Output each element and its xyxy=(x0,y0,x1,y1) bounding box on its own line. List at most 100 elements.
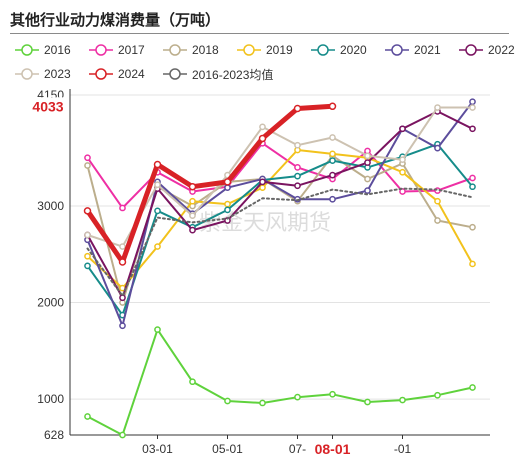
legend-item-2019[interactable]: 2019 xyxy=(236,42,293,58)
data-point-2024 xyxy=(258,134,267,143)
data-point-2019 xyxy=(224,200,231,208)
series-line-2023 xyxy=(86,106,474,248)
data-point-2019 xyxy=(189,197,196,205)
y-tick-label: 628 xyxy=(44,428,64,442)
legend-label: 2017 xyxy=(118,43,145,57)
data-point-2020 xyxy=(154,207,161,215)
x-tick-label: 05-01 xyxy=(212,442,243,456)
data-point-2016 xyxy=(469,384,476,391)
data-point-2024 xyxy=(188,182,197,191)
data-point-2019 xyxy=(259,184,266,192)
data-point-2016 xyxy=(189,378,196,386)
legend-item-2024[interactable]: 2024 xyxy=(88,66,145,82)
data-point-2017 xyxy=(294,164,301,171)
data-point-2021 xyxy=(224,184,231,192)
y-tick-label: 2000 xyxy=(37,296,64,310)
data-point-2023 xyxy=(434,104,441,111)
series-line-2024 xyxy=(85,103,335,265)
data-point-2018 xyxy=(469,223,476,231)
data-point-2021 xyxy=(329,195,336,203)
data-point-2018 xyxy=(84,162,91,169)
data-point-2021 xyxy=(364,187,371,194)
series-line-2020 xyxy=(86,143,474,317)
x-highlight-badge xyxy=(306,439,359,457)
data-point-2024 xyxy=(293,104,302,113)
data-point-2016 xyxy=(259,399,266,407)
data-point-2019 xyxy=(154,243,161,250)
data-point-2017 xyxy=(469,174,476,182)
data-point-2016 xyxy=(364,398,371,406)
legend-label: 2024 xyxy=(118,67,145,81)
data-point-2023 xyxy=(154,181,161,189)
data-point-2016 xyxy=(154,326,161,333)
legend-swatch xyxy=(89,68,113,80)
data-point-2022 xyxy=(259,178,266,186)
data-point-2021 xyxy=(469,98,476,106)
data-point-2019 xyxy=(84,252,91,260)
legend-item-2016[interactable]: 2016 xyxy=(14,42,71,58)
data-point-2016 xyxy=(84,413,91,420)
legend-label: 2020 xyxy=(340,43,367,57)
data-point-2024 xyxy=(83,207,92,215)
watermark-text: 紫金天风期货 xyxy=(199,211,331,236)
legend-swatch xyxy=(237,44,261,56)
x-tick-label: 07- xyxy=(289,442,306,456)
title-divider xyxy=(10,33,509,34)
legend-swatch xyxy=(15,44,39,56)
data-point-2019 xyxy=(329,150,336,158)
legend-item-2018[interactable]: 2018 xyxy=(162,42,219,58)
data-point-2024 xyxy=(153,160,162,169)
series-line-2016-2023均值 xyxy=(86,187,474,297)
data-point-2021 xyxy=(434,144,441,152)
legend-swatch xyxy=(385,44,409,56)
data-point-2023 xyxy=(259,123,266,131)
legend-label: 2016 xyxy=(44,43,71,57)
data-point-2016 xyxy=(399,396,406,404)
legend-label: 2021 xyxy=(414,43,441,57)
data-point-2023 xyxy=(189,212,196,220)
legend-item-2020[interactable]: 2020 xyxy=(310,42,367,58)
series-line-2016 xyxy=(86,328,474,436)
data-point-2018 xyxy=(364,175,371,183)
data-point-2018 xyxy=(434,217,441,224)
legend-item-2017[interactable]: 2017 xyxy=(88,42,145,58)
legend-item-2021[interactable]: 2021 xyxy=(384,42,441,58)
data-point-2023 xyxy=(469,104,476,111)
y-tick-label: 3000 xyxy=(37,199,64,213)
data-point-2016 xyxy=(329,390,336,398)
legend-label: 2018 xyxy=(192,43,219,57)
y-tick-label: 1000 xyxy=(37,392,64,406)
data-point-2019 xyxy=(434,197,441,205)
data-point-2020 xyxy=(329,157,336,164)
legend-swatch xyxy=(89,44,113,56)
x-highlight-label: 08-01 xyxy=(315,441,351,457)
data-point-2024 xyxy=(223,178,232,186)
data-point-2016 xyxy=(224,397,231,405)
legend-label: 2016-2023均值 xyxy=(192,67,274,82)
legend-label: 2019 xyxy=(266,43,293,57)
data-point-2022 xyxy=(119,294,126,302)
legend-item-2022[interactable]: 2022 xyxy=(458,42,515,58)
legend-item-2016-2023均值[interactable]: 2016-2023均值 xyxy=(162,66,273,82)
data-point-2020 xyxy=(294,172,301,180)
legend-label: 2022 xyxy=(488,43,515,57)
legend-swatch xyxy=(459,44,483,56)
legend-label: 2023 xyxy=(44,67,71,81)
y-highlight-label: 4033 xyxy=(32,98,63,114)
data-point-2017 xyxy=(84,154,91,162)
data-point-2023 xyxy=(84,231,91,239)
series-line-2022 xyxy=(86,110,474,299)
data-point-2023 xyxy=(294,141,301,149)
legend-swatch xyxy=(15,68,39,80)
data-point-2022 xyxy=(294,182,301,190)
data-point-2019 xyxy=(399,168,406,176)
data-point-2020 xyxy=(224,206,231,214)
legend-swatch xyxy=(163,68,187,80)
legend-swatch xyxy=(163,44,187,56)
legend-item-2023[interactable]: 2023 xyxy=(14,66,71,82)
chart-title: 其他行业动力煤消费量（万吨） xyxy=(10,11,221,29)
data-point-2022 xyxy=(364,159,371,166)
data-point-2016 xyxy=(119,431,126,439)
legend-swatch xyxy=(311,44,335,56)
